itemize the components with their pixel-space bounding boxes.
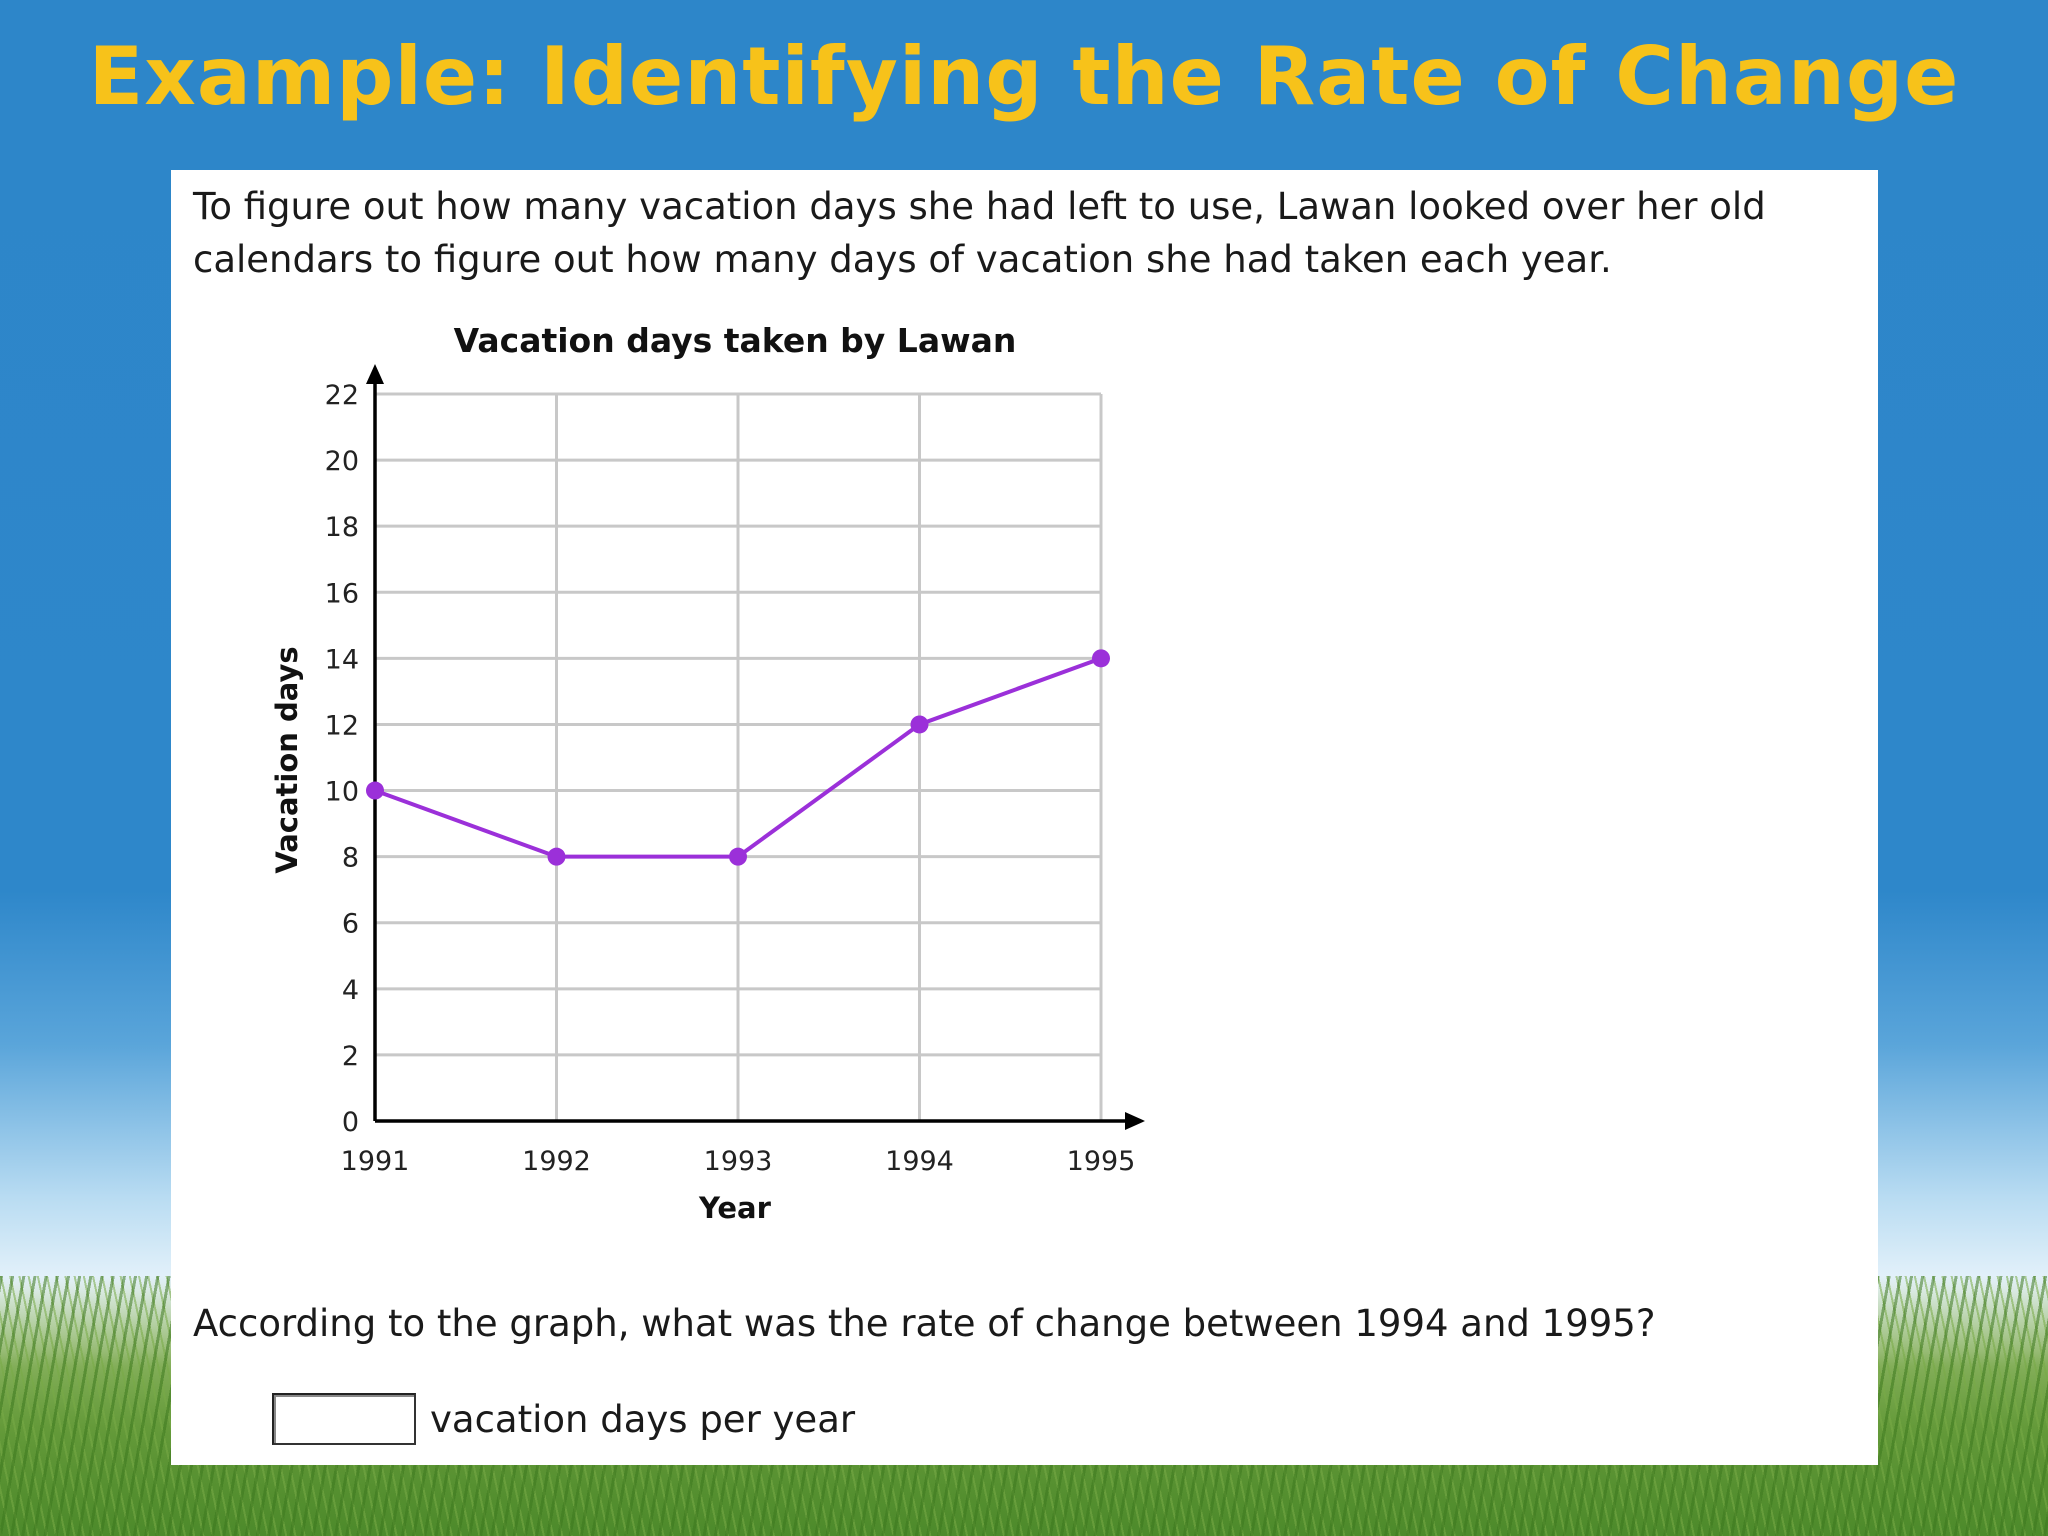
y-tick-labels: 0 2 4 6 8 10 12 14 16 18 20 22 bbox=[325, 380, 359, 1138]
data-point bbox=[910, 715, 929, 734]
problem-card: To figure out how many vacation days she… bbox=[171, 170, 1878, 1465]
y-axis-label: Vacation days bbox=[270, 646, 304, 873]
chart-axes bbox=[366, 364, 1145, 1130]
y-tick-label: 18 bbox=[325, 512, 359, 543]
y-tick-label: 16 bbox=[325, 578, 359, 609]
x-tick-label: 1994 bbox=[885, 1146, 954, 1177]
y-tick-label: 4 bbox=[342, 975, 359, 1006]
y-tick-label: 2 bbox=[342, 1041, 359, 1072]
x-axis-label: Year bbox=[698, 1191, 772, 1225]
chart-grid bbox=[375, 392, 1103, 1121]
data-point bbox=[729, 847, 747, 866]
x-tick-label: 1992 bbox=[522, 1146, 591, 1177]
line-chart: Vacation days taken by Lawan 0 2 4 6 8 10 12 14… bbox=[270, 321, 1145, 1225]
x-tick-label: 1991 bbox=[341, 1146, 410, 1177]
x-tick-label: 1993 bbox=[704, 1146, 773, 1177]
y-tick-label: 8 bbox=[342, 843, 359, 874]
data-point bbox=[547, 847, 566, 866]
chart-title: Vacation days taken by Lawan bbox=[454, 321, 1017, 360]
series-layer bbox=[366, 649, 1110, 866]
x-tick-label: 1995 bbox=[1067, 1146, 1136, 1177]
data-point bbox=[1092, 649, 1110, 668]
slide-title: Example: Identifying the Rate of Change bbox=[88, 30, 1960, 123]
question-text: According to the graph, what was the rat… bbox=[193, 1302, 1656, 1345]
x-tick-labels: 1991 1992 1993 1994 1995 bbox=[341, 1146, 1136, 1177]
y-tick-label: 22 bbox=[325, 380, 359, 411]
answer-input[interactable] bbox=[272, 1393, 416, 1445]
y-tick-label: 14 bbox=[325, 644, 359, 675]
x-axis-arrow bbox=[1125, 1112, 1145, 1130]
y-tick-label: 6 bbox=[342, 909, 359, 940]
y-tick-label: 12 bbox=[325, 710, 359, 741]
data-point bbox=[366, 781, 384, 800]
answer-row: vacation days per year bbox=[272, 1390, 855, 1448]
problem-intro: To figure out how many vacation days she… bbox=[193, 185, 1766, 281]
y-tick-label: 10 bbox=[325, 777, 359, 808]
y-tick-label: 0 bbox=[342, 1107, 359, 1138]
y-axis-arrow bbox=[366, 364, 384, 384]
answer-unit-label: vacation days per year bbox=[430, 1397, 856, 1441]
y-tick-label: 20 bbox=[325, 446, 359, 477]
